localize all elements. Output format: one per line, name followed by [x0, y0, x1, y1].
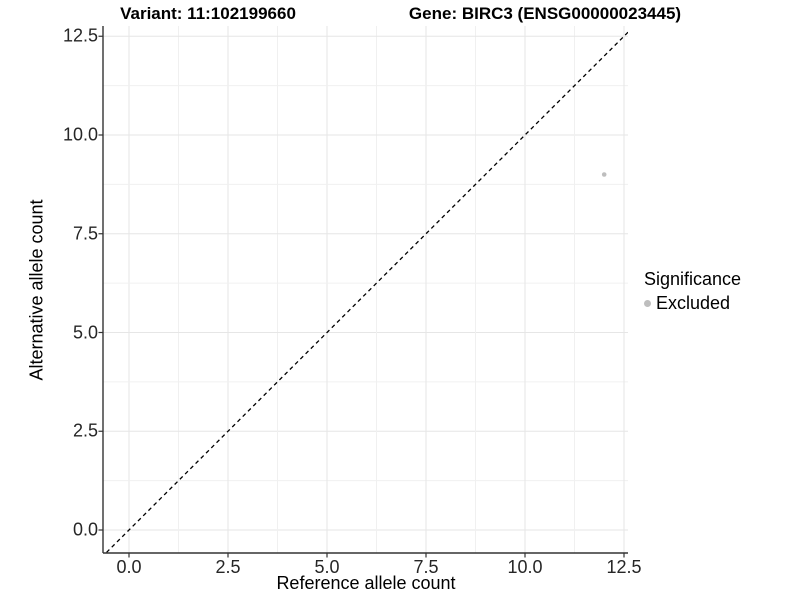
legend: Significance Excluded: [644, 269, 741, 314]
legend-item-excluded: Excluded: [644, 293, 741, 314]
x-tick-label: 12.5: [606, 557, 642, 577]
y-axis-title: Alternative allele count: [26, 199, 47, 381]
x-tick-label: 2.5: [215, 557, 241, 577]
variant-title: Variant: 11:102199660: [120, 4, 296, 23]
gene-title: Gene: BIRC3 (ENSG00000023445): [408, 4, 682, 23]
y-tick-label: 2.5: [72, 420, 98, 441]
y-tick-label: 5.0: [72, 322, 98, 342]
legend-title: Significance: [644, 269, 742, 289]
x-axis-title: Reference allele count: [276, 573, 456, 593]
gridlines: [103, 26, 628, 553]
x-tick-label: 10.0: [507, 557, 543, 577]
identity-line: [105, 31, 628, 553]
x-tick-label: 5.0: [314, 557, 340, 577]
x-tick-label: 7.5: [413, 557, 439, 577]
data-points: [601, 172, 607, 177]
legend-key-dot-icon: [644, 300, 651, 307]
y-tick-label: 0.0: [72, 519, 98, 540]
legend-item-label: Excluded: [656, 293, 731, 313]
y-tick-label: 7.5: [72, 223, 98, 244]
y-tick-label: 12.5: [62, 25, 98, 46]
data-point-excluded: [601, 172, 607, 177]
axis-ticks: [98, 35, 625, 558]
y-tick-label: 10.0: [62, 124, 98, 145]
x-tick-label: 0.0: [116, 557, 142, 577]
